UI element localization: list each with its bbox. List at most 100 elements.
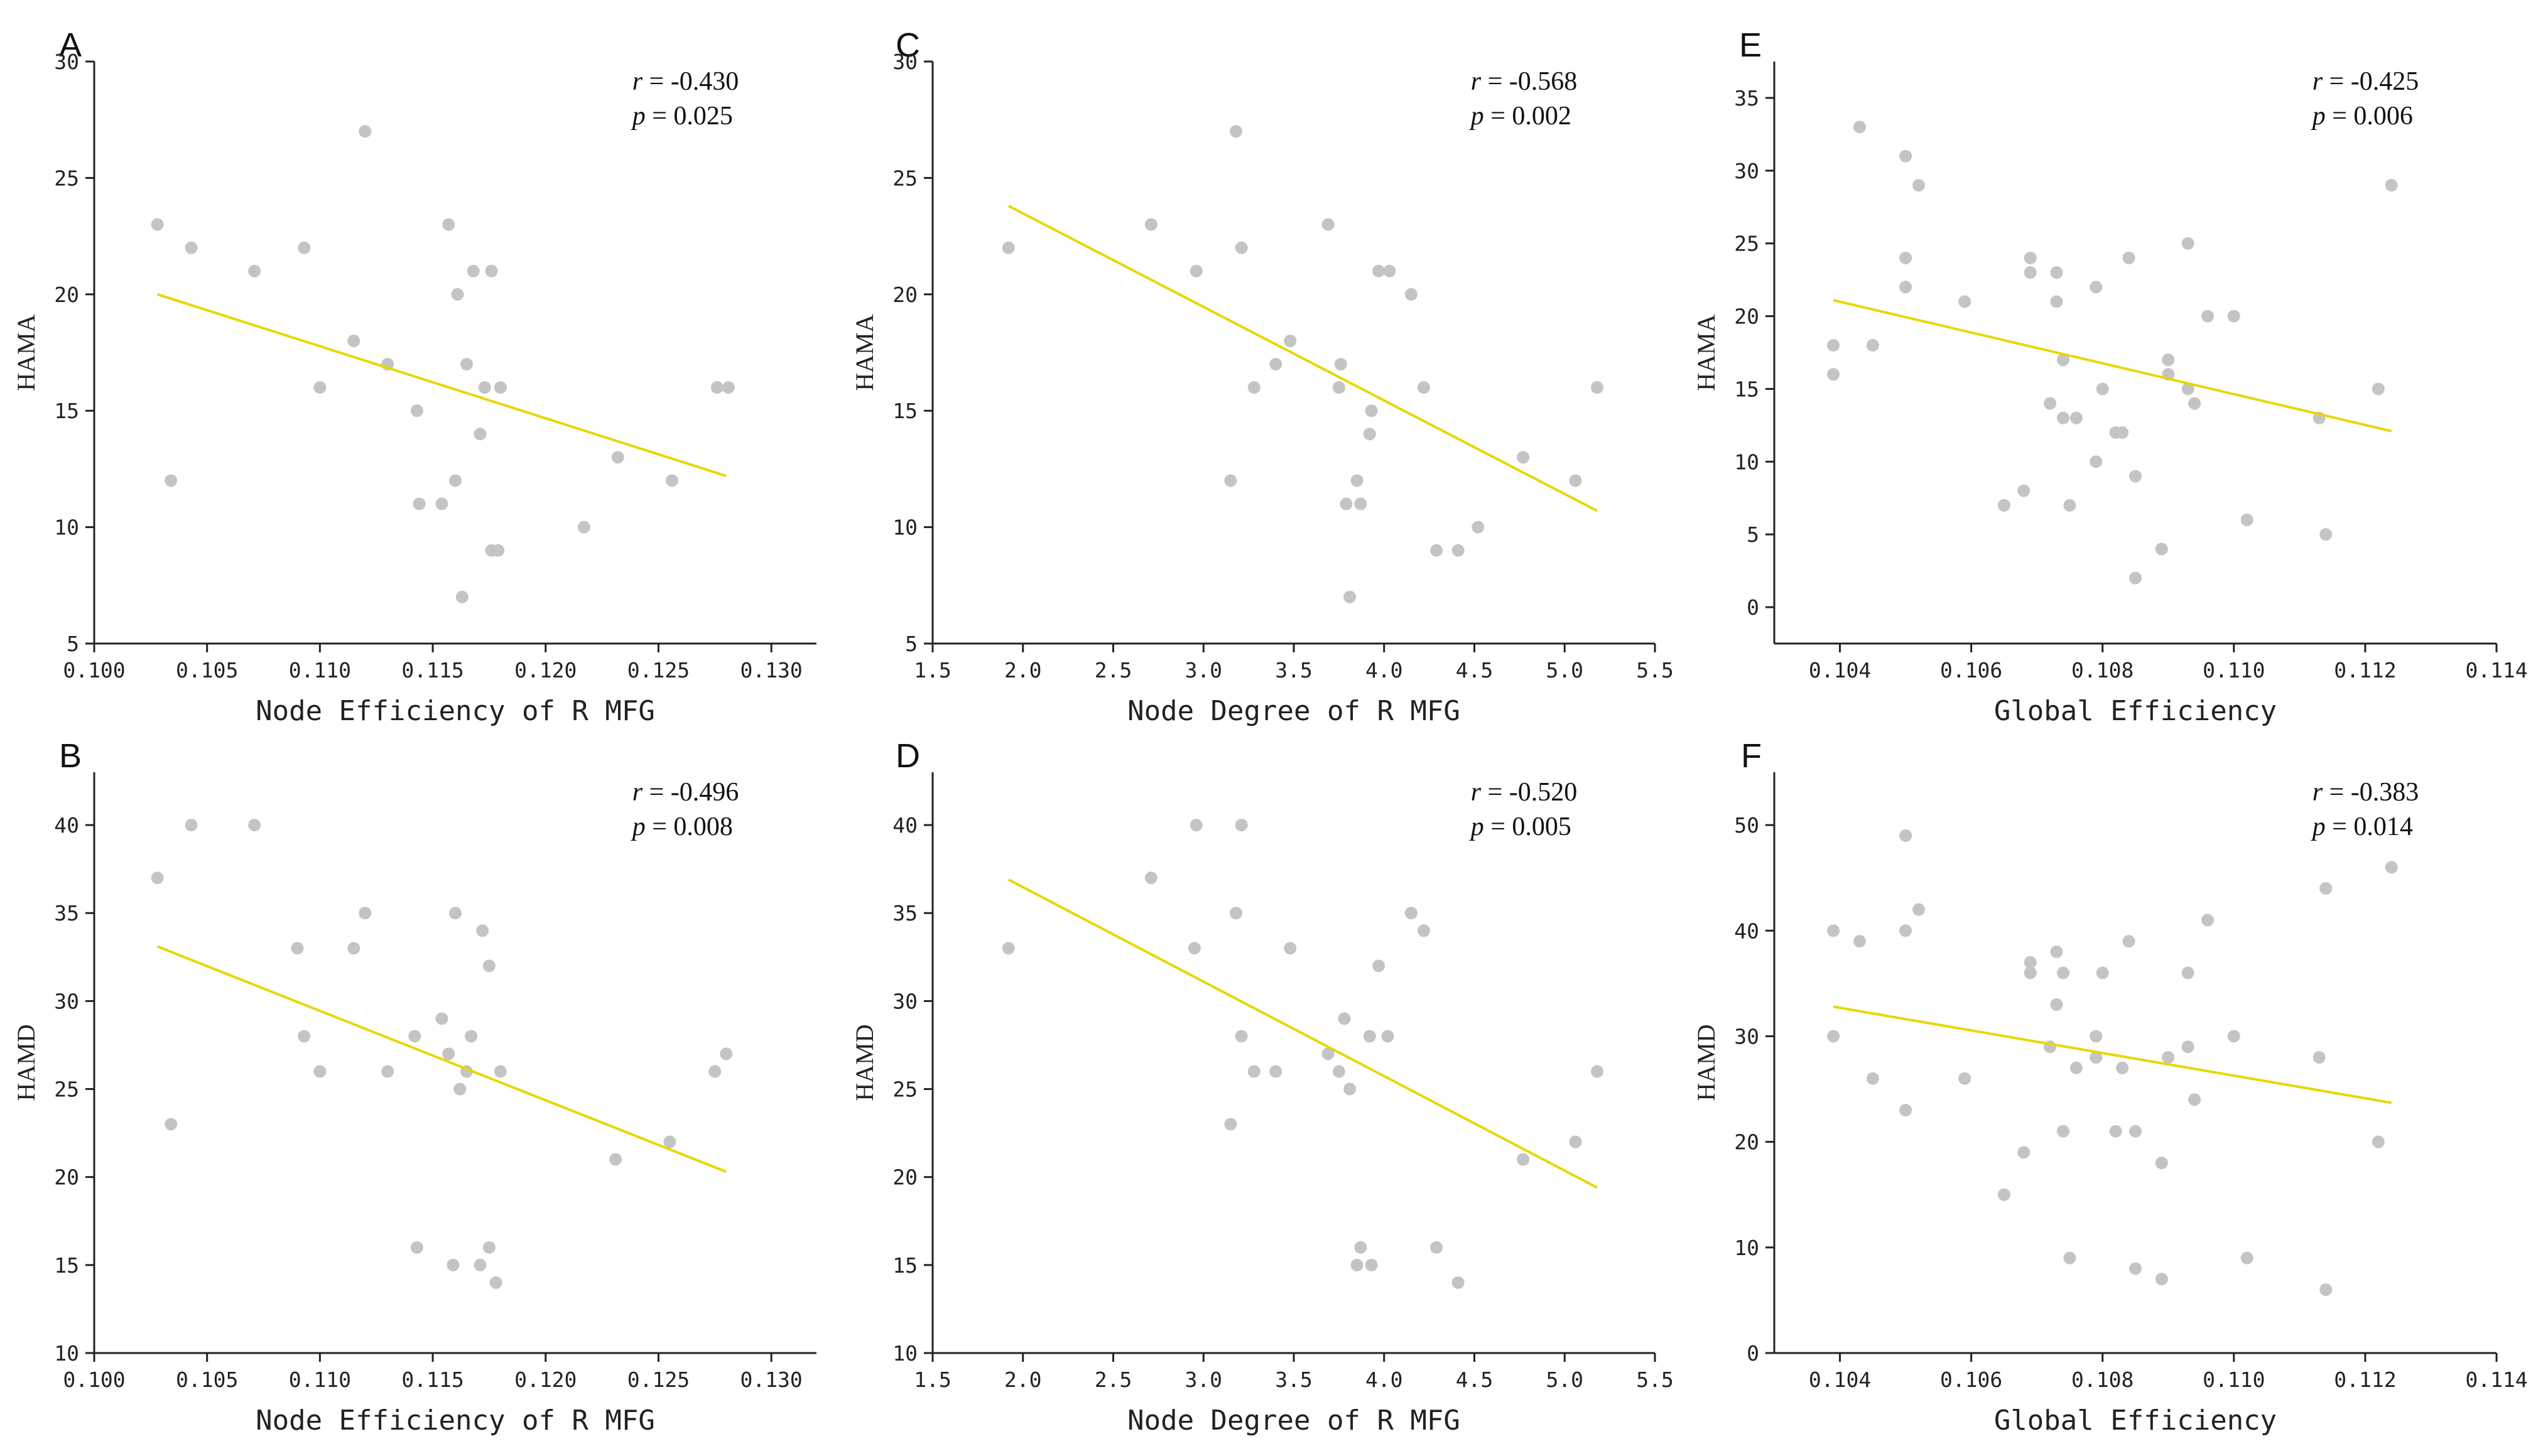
data-point [1224,474,1237,487]
data-point [1827,368,1840,381]
data-point [1363,1030,1376,1043]
x-axis-label: Global Efficiency [1994,695,2277,727]
x-tick-label: 1.5 [914,1367,952,1392]
regression-line [1007,205,1598,512]
x-tick-label: 0.130 [740,658,802,682]
data-point [1334,358,1347,371]
y-axis-label: HAMD [12,1024,40,1101]
panel-b: B 0.100 0.105 0.110 0.115 0.120 0.125 0.130 10 15… [12,737,816,1437]
y-tick-label: 20 [54,283,79,307]
data-point [1343,590,1357,603]
x-axis-label: Node Efficiency of R MFG [256,1405,655,1437]
y-tick-label: 25 [54,166,79,190]
data-point [2090,281,2103,294]
data-point [1418,924,1430,937]
stat-p-symbol: p [1469,812,1484,841]
data-point [666,474,678,487]
data-point [1569,1135,1582,1148]
data-point [1958,295,1971,308]
y-tick-label: 0 [1747,595,1759,620]
data-point [1269,1065,1282,1078]
data-point [663,1135,676,1148]
data-point [489,1276,502,1289]
data-point [347,334,361,347]
data-point [2057,1124,2069,1138]
stat-p: p = 0.014 [2311,812,2413,841]
x-tick-label: 2.0 [1004,1367,1042,1392]
data-point [451,288,464,301]
data-point [2372,382,2385,396]
stat-p: p = 0.002 [1469,102,1571,131]
x-tick-label: 0.105 [176,658,238,682]
stat-p-symbol: p [2311,812,2326,841]
x-tick-label: 0.112 [2334,1367,2396,1392]
data-point [1354,1241,1367,1254]
y-tick-label: 35 [892,901,918,925]
data-point [1354,497,1367,510]
y-tick-label: 5 [67,632,79,656]
regression-line [1007,878,1598,1189]
data-point [1363,428,1376,441]
y-tick-label: 15 [892,1253,918,1278]
x-axis-label: Node Degree of R MFG [1127,695,1460,727]
stat-p: p = 0.006 [2311,102,2413,131]
data-point [408,1030,421,1043]
stat-p-symbol: p [2311,102,2326,131]
data-point [2319,1283,2333,1297]
data-point [1381,1030,1394,1043]
panel-letter: F [1741,737,1762,775]
data-point [482,959,496,973]
data-point [2227,1030,2240,1043]
data-point [2050,266,2063,279]
data-point [2181,237,2194,250]
x-tick-label: 0.114 [2465,1367,2527,1392]
stat-r: r = -0.425 [2313,67,2419,96]
panel-f: F 0.104 0.106 0.108 0.110 0.112 0.114 0 10 20 30 40… [1692,737,2528,1437]
data-point [1899,829,1912,842]
data-point [151,871,164,885]
data-point [1591,381,1603,394]
y-tick-label: 30 [1734,159,1759,183]
data-point [1404,907,1418,920]
data-point [2044,397,2057,410]
data-point [2096,966,2109,979]
data-point [474,1258,487,1271]
x-tick-label: 0.112 [2334,658,2396,682]
stat-p-symbol: p [631,102,646,131]
x-tick-label: 2.0 [1004,658,1042,682]
y-tick-label: 10 [1734,1236,1759,1260]
x-tick-label: 0.106 [1940,1367,2002,1392]
x-tick-label: 0.105 [176,1367,238,1392]
x-tick-label: 3.5 [1275,1367,1313,1392]
data-point [482,1241,496,1254]
data-point [2090,1030,2103,1043]
data-point [2385,861,2398,874]
data-point [2069,1061,2083,1074]
data-point [1144,871,1158,885]
data-point [577,520,590,534]
stat-r-value: = -0.496 [643,778,739,807]
x-tick-label: 2.5 [1095,1367,1132,1392]
data-point [1230,125,1242,138]
data-point [492,544,505,557]
regression-line [1833,299,2392,433]
data-point [1853,121,1866,134]
data-point [1383,264,1396,278]
data-point [442,218,455,231]
data-point [2201,914,2214,927]
y-tick-label: 30 [892,989,918,1013]
data-point [2385,178,2398,191]
data-point [447,1258,460,1271]
data-point [460,358,473,371]
data-point [611,451,624,464]
stat-p: p = 0.025 [631,102,733,131]
x-tick-label: 0.114 [2465,658,2527,682]
y-tick-label: 5 [905,632,918,656]
data-point [185,819,198,832]
data-point [449,474,462,487]
y-tick-label: 20 [892,283,918,307]
y-tick-label: 20 [1734,1130,1759,1155]
data-point [1517,1153,1530,1166]
x-tick-label: 0.104 [1809,658,1871,682]
x-tick-label: 5.5 [1636,658,1674,682]
